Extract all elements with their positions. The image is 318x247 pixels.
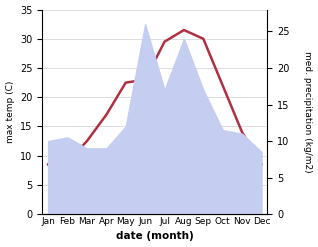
Y-axis label: max temp (C): max temp (C) bbox=[5, 81, 15, 143]
X-axis label: date (month): date (month) bbox=[116, 231, 194, 242]
Y-axis label: med. precipitation (kg/m2): med. precipitation (kg/m2) bbox=[303, 51, 313, 173]
